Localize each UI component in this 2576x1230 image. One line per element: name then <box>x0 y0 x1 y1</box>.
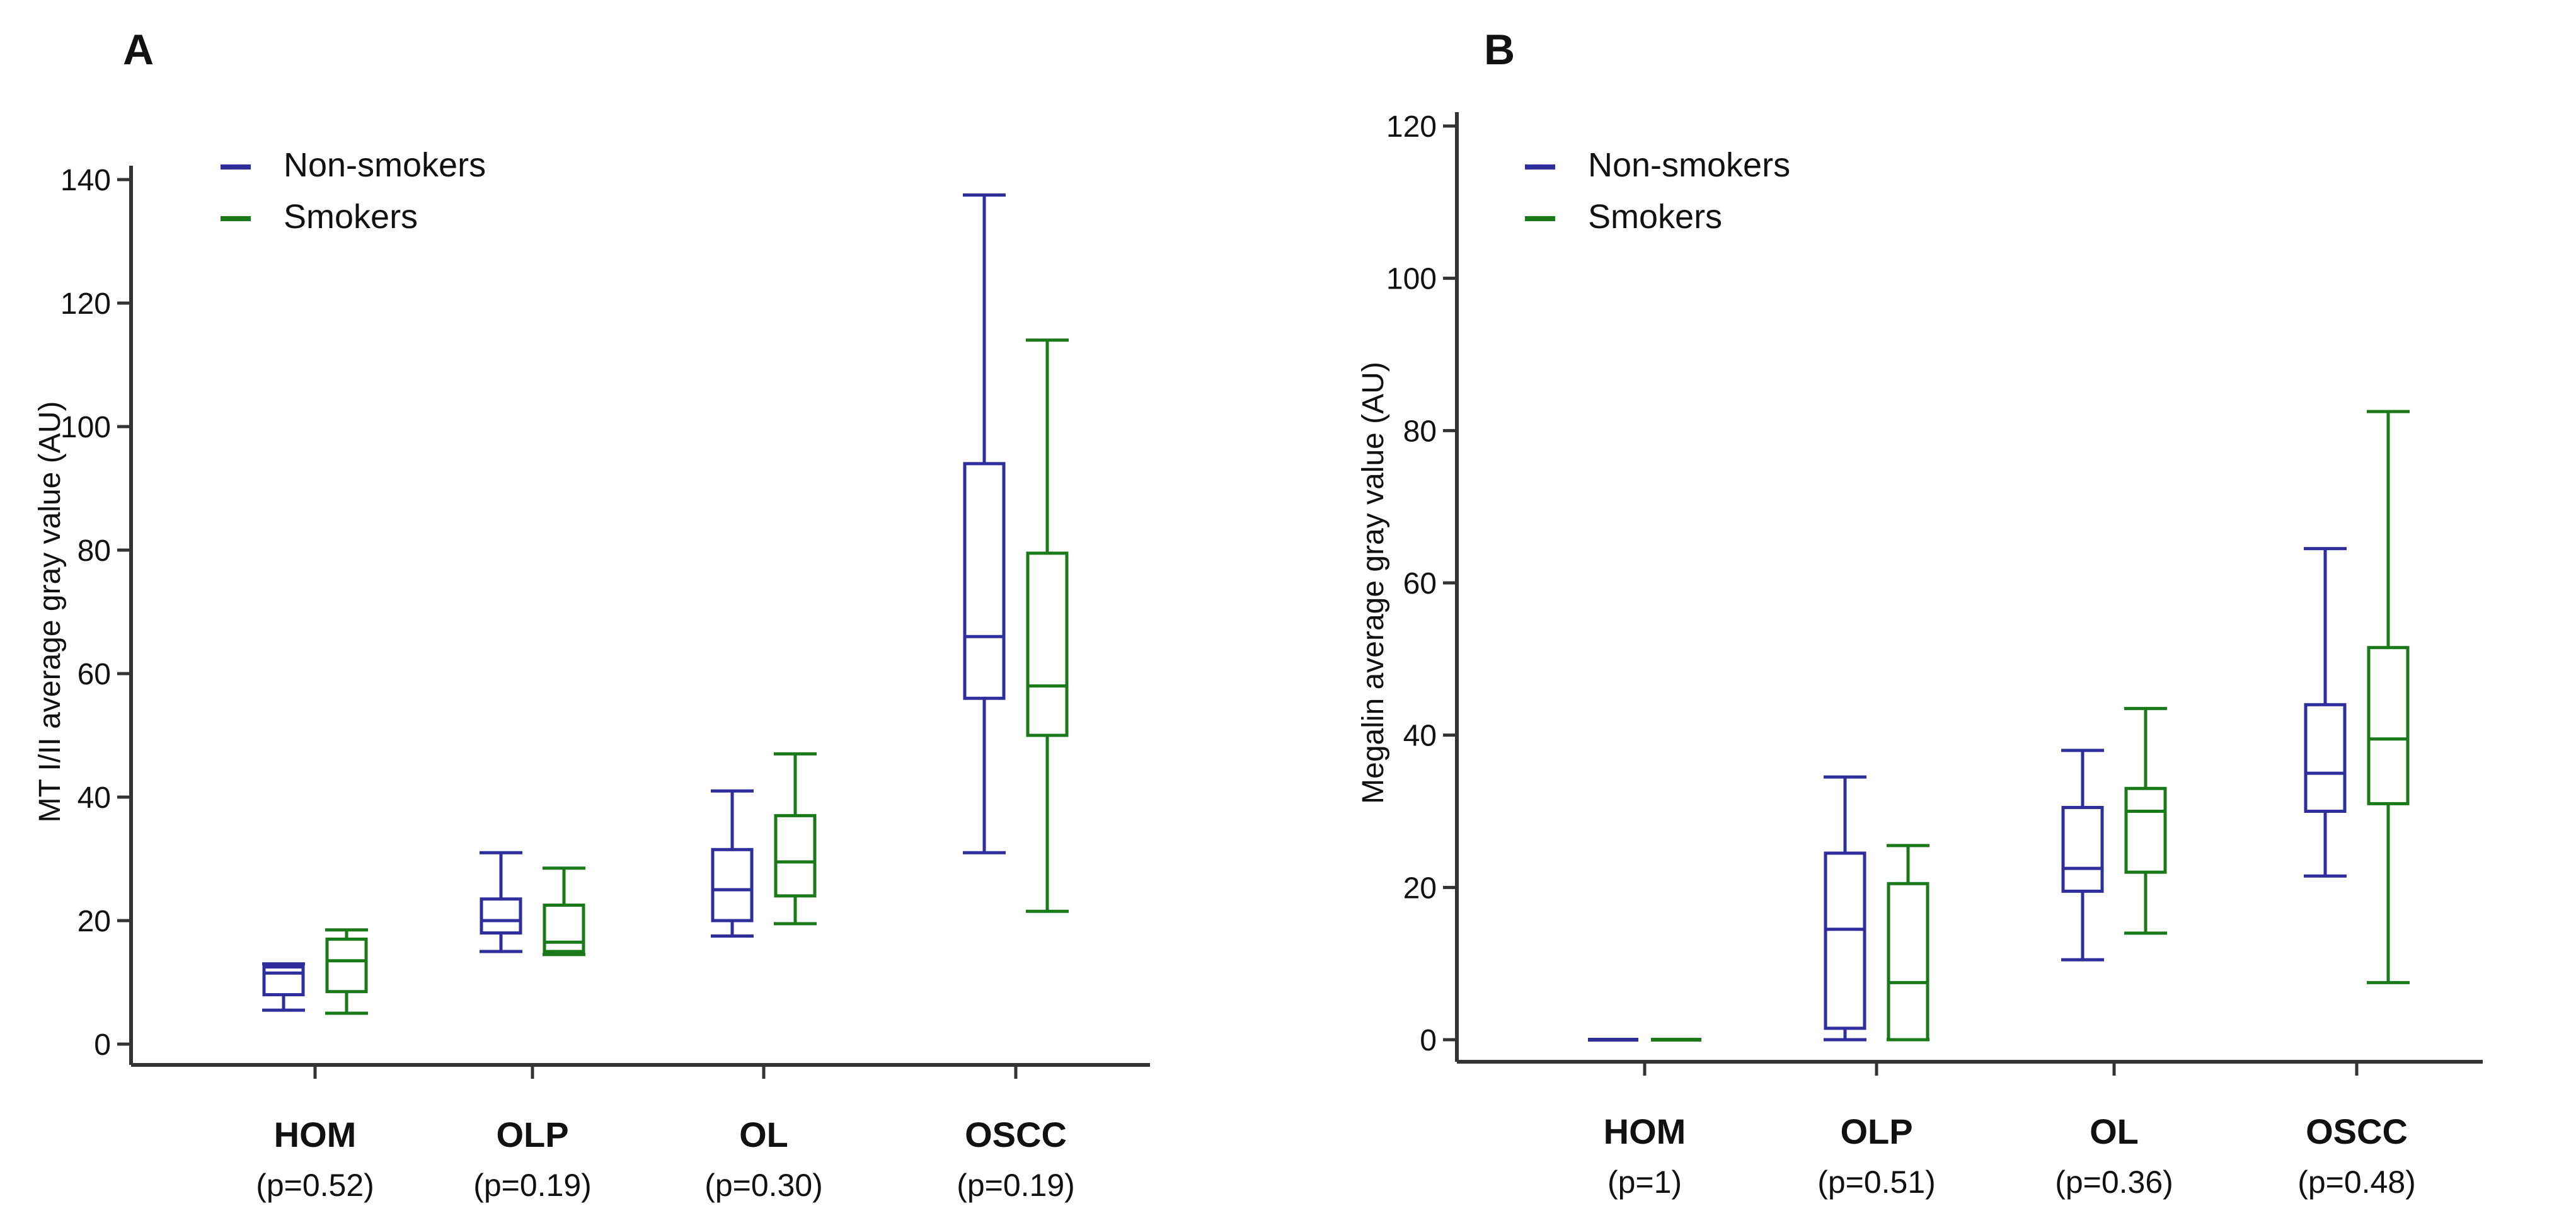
p-value-label: (p=1) <box>1607 1164 1682 1200</box>
x-category-label: OSCC <box>965 1115 1067 1154</box>
y-tick-label: 100 <box>60 411 111 444</box>
x-category-label: OLP <box>1840 1112 1912 1151</box>
box-body <box>480 897 522 935</box>
panel-label: A <box>123 26 154 74</box>
box-body <box>2367 646 2410 805</box>
box-body <box>963 462 1006 700</box>
legend-label-non-smokers: Non-smokers <box>284 146 486 184</box>
y-tick-label: 80 <box>78 534 111 568</box>
y-tick-label: 20 <box>78 905 111 938</box>
panel-a: A 0 20 40 60 80 100 120 140 MT I/II average gray … <box>33 26 1150 1203</box>
y-tick-label: 100 <box>1386 263 1437 296</box>
p-value-label: (p=0.48) <box>2297 1164 2416 1200</box>
box-body <box>1026 551 1069 737</box>
p-value-label: (p=0.51) <box>1817 1164 1936 1200</box>
y-tick-label: 40 <box>1403 720 1437 753</box>
x-category-label: HOM <box>274 1115 357 1154</box>
y-axis-label: Megalin average gray value (AU) <box>1357 362 1390 804</box>
legend-label-non-smokers: Non-smokers <box>1588 146 1790 184</box>
box-body <box>2124 786 2167 874</box>
y-tick-label: 120 <box>60 287 111 321</box>
box-body <box>325 937 368 994</box>
p-value-label: (p=0.19) <box>957 1168 1075 1203</box>
y-tick-label: 80 <box>1403 415 1437 448</box>
panel-label: B <box>1484 26 1515 74</box>
x-category-label: OL <box>739 1115 788 1154</box>
p-value-label: (p=0.36) <box>2055 1164 2173 1200</box>
y-tick-label: 0 <box>94 1028 111 1062</box>
box-body <box>2061 805 2104 893</box>
box-body <box>1887 882 1929 1042</box>
y-tick-label: 20 <box>1403 871 1437 905</box>
panel-b: B 0 20 40 60 80 100 120 Megalin average gray val… <box>1357 26 2483 1200</box>
x-category-label: HOM <box>1604 1112 1686 1151</box>
y-tick-label: 0 <box>1420 1024 1437 1057</box>
p-value-label: (p=0.52) <box>256 1168 374 1203</box>
y-tick-label: 60 <box>1403 567 1437 601</box>
box-body <box>2304 703 2347 813</box>
box-body <box>543 904 585 953</box>
box-body <box>262 965 305 997</box>
y-tick-label: 40 <box>78 781 111 815</box>
y-axis-label: MT I/II average gray value (AU) <box>33 401 67 823</box>
x-category-label: OLP <box>496 1115 568 1154</box>
y-tick-label: 120 <box>1386 110 1437 144</box>
box-body <box>1824 851 1866 1030</box>
x-category-label: OL <box>2090 1112 2139 1151</box>
x-category-label: OSCC <box>2306 1112 2408 1151</box>
y-tick-label: 140 <box>60 164 111 197</box>
p-value-label: (p=0.19) <box>473 1168 592 1203</box>
legend-label-smokers: Smokers <box>284 198 418 236</box>
legend-label-smokers: Smokers <box>1588 198 1722 236</box>
box-body <box>774 813 817 898</box>
p-value-label: (p=0.30) <box>704 1168 823 1203</box>
y-tick-label: 60 <box>78 658 111 691</box>
box-body <box>711 848 754 923</box>
